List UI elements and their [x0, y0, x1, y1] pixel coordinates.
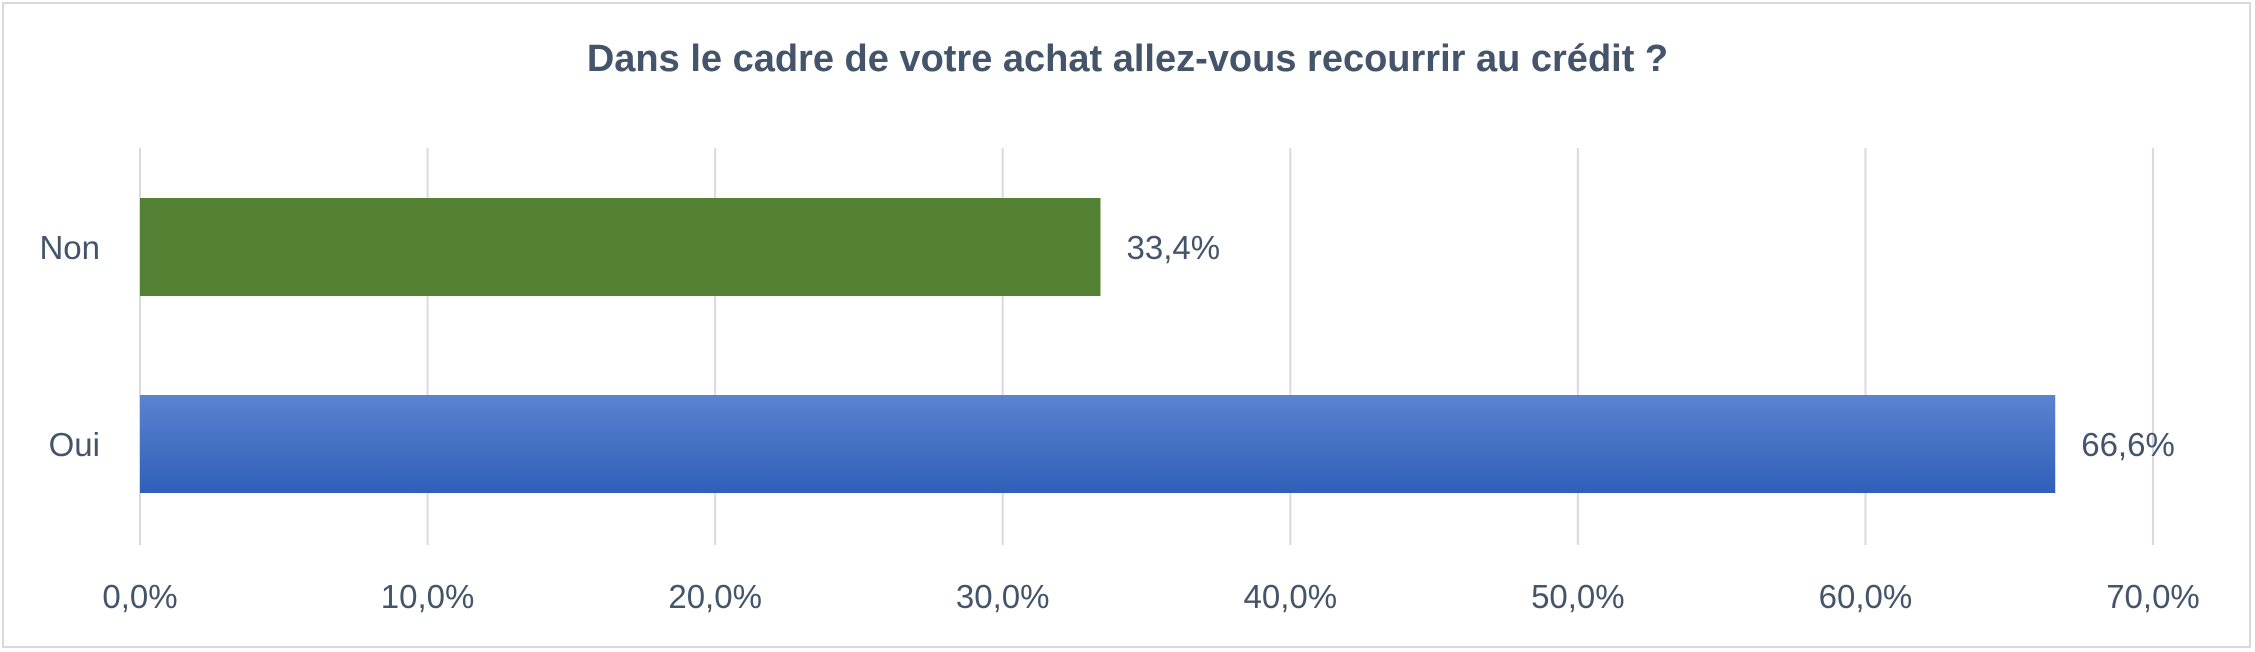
- x-tick-label: 40,0%: [1243, 578, 1337, 615]
- bar-non: [140, 198, 1101, 296]
- x-tick-label: 10,0%: [381, 578, 475, 615]
- chart-title: Dans le cadre de votre achat allez-vous …: [586, 38, 1669, 80]
- x-tick-label: 30,0%: [956, 578, 1050, 615]
- data-label: 33,4%: [1126, 229, 1220, 266]
- x-tick-label: 0,0%: [102, 578, 177, 615]
- bar-oui: [140, 395, 2056, 493]
- x-tick-label: 50,0%: [1531, 578, 1625, 615]
- bars: [140, 198, 2056, 493]
- labels: 0,0% 10,0% 20,0% 30,0% 40,0% 50,0% 60,0% 70,0% N…: [39, 229, 2199, 615]
- data-label: 66,6%: [2081, 426, 2175, 463]
- category-label: Non: [39, 229, 100, 266]
- x-tick-label: 70,0%: [2106, 578, 2200, 615]
- category-label: Oui: [49, 426, 100, 463]
- x-tick-label: 20,0%: [668, 578, 762, 615]
- x-tick-label: 60,0%: [1819, 578, 1913, 615]
